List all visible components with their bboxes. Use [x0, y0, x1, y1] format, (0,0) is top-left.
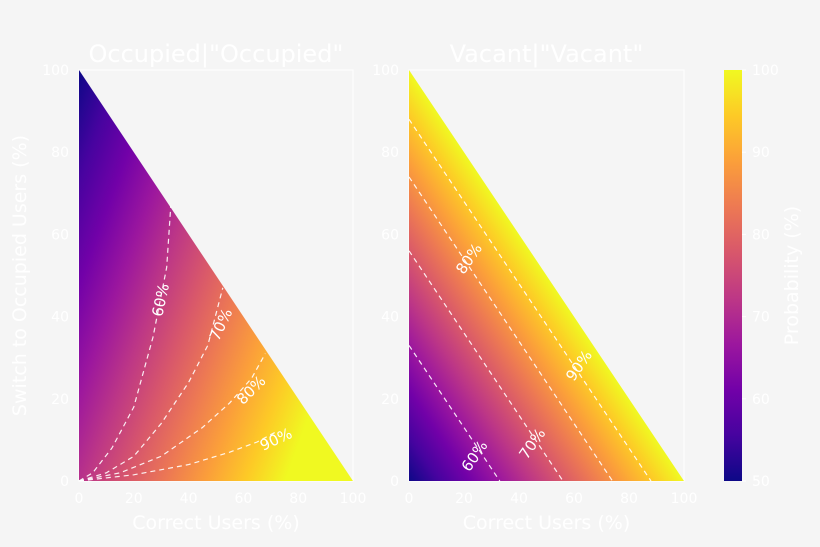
y-tick-label: 20 [381, 392, 399, 408]
y-tick-label: 0 [60, 474, 69, 490]
colorbar-tick-label: 70 [752, 310, 770, 326]
occupied-title: Occupied|"Occupied" [89, 40, 344, 68]
x-tick-label: 80 [289, 491, 307, 507]
colorbar-tick-label: 50 [752, 474, 770, 490]
x-tick-label: 80 [620, 491, 638, 507]
contour-line-90 [408, 118, 652, 482]
contour-line-80 [78, 353, 266, 482]
colorbar-label: Probability (%) [781, 206, 803, 345]
y-tick-label: 0 [390, 474, 399, 490]
contour-line-60 [408, 345, 501, 482]
x-tick-label: 40 [180, 491, 198, 507]
x-tick-label: 60 [234, 491, 252, 507]
y-tick-label: 60 [51, 227, 69, 243]
x-tick-label: 60 [565, 491, 583, 507]
x-tick-label: 100 [671, 491, 698, 507]
x-tick-label: 0 [405, 491, 414, 507]
x-tick-label: 0 [75, 491, 84, 507]
y-tick-label: 100 [42, 63, 69, 79]
contour-line-90 [78, 431, 277, 482]
vacant-y-ticks: 0 20 40 60 80 100 [372, 63, 399, 490]
vacant-x-ticks: 0 20 40 60 80 100 [405, 491, 698, 507]
vacant-heatmap-region [409, 70, 684, 481]
y-tick-label: 60 [381, 227, 399, 243]
contour-line-70 [408, 250, 564, 482]
colorbar-ticks: 50 60 70 80 90 100 [742, 63, 779, 490]
vacant-x-label: Correct Users (%) [463, 512, 631, 534]
colorbar-tick-label: 80 [752, 227, 770, 243]
colorbar-tick-label: 90 [752, 145, 770, 161]
occupied-x-label: Correct Users (%) [132, 512, 300, 534]
occupied-y-label: Switch to Occupied Users (%) [9, 135, 31, 416]
occupied-x-ticks: 0 20 40 60 80 100 [75, 491, 367, 507]
colorbar: 50 60 70 80 90 100 Probability (%) [724, 63, 803, 490]
y-tick-label: 40 [51, 310, 69, 326]
colorbar-tick-label: 60 [752, 392, 770, 408]
x-tick-label: 20 [125, 491, 143, 507]
x-tick-label: 20 [455, 491, 473, 507]
occupied-heatmap-region [79, 70, 353, 481]
vacant-title: Vacant|"Vacant" [450, 40, 644, 68]
y-tick-label: 40 [381, 310, 399, 326]
y-tick-label: 80 [381, 145, 399, 161]
y-tick-label: 20 [51, 392, 69, 408]
y-tick-label: 80 [51, 145, 69, 161]
colorbar-tick-label: 100 [752, 63, 779, 79]
contour-line-70 [78, 287, 224, 482]
contour-line-60 [78, 205, 172, 482]
x-tick-label: 100 [340, 491, 367, 507]
x-tick-label: 40 [510, 491, 528, 507]
y-tick-label: 100 [372, 63, 399, 79]
contour-line-80 [408, 176, 613, 482]
colorbar-gradient [724, 70, 742, 481]
occupied-y-ticks: 0 20 40 60 80 100 [42, 63, 69, 490]
